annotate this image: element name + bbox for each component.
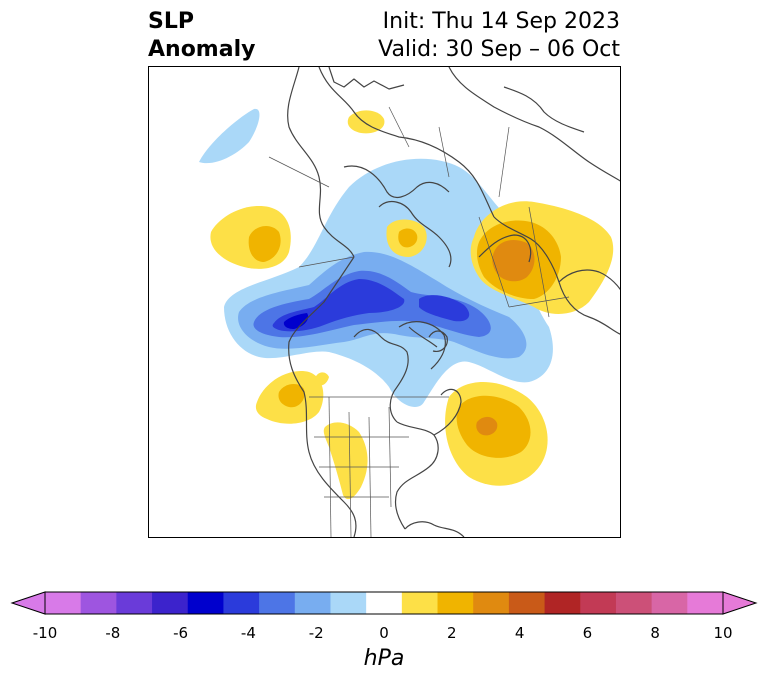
chart-title: SLP Anomaly (148, 8, 255, 64)
colorbar-segment (80, 592, 117, 614)
colorbar-segment (116, 592, 153, 614)
forecast-dates: Init: Thu 14 Sep 2023 Valid: 30 Sep – 06… (378, 8, 620, 64)
slp-anomaly-map (148, 66, 621, 538)
init-date: Init: Thu 14 Sep 2023 (382, 9, 620, 34)
anomaly-pos-pacific-2 (278, 383, 305, 408)
anomaly-pos-atlantic-3 (476, 416, 498, 436)
colorbar-tick-label: 2 (447, 624, 457, 642)
political-borders (268, 106, 570, 537)
anomaly-pos-central-us (323, 422, 368, 500)
colorbar-segment (544, 592, 581, 614)
colorbar-segment (259, 592, 296, 614)
colorbar-tick-label: 8 (650, 624, 660, 642)
anomaly-neg-4b (419, 295, 470, 322)
title-line-1: SLP (148, 9, 194, 34)
colorbar-segment (187, 592, 224, 614)
colorbar-tick-label: 0 (379, 624, 389, 642)
colorbar-unit-label: hPa (363, 646, 405, 671)
colorbar (10, 591, 758, 615)
colorbar-segment (580, 592, 617, 614)
colorbar-tick-label: -6 (173, 624, 189, 642)
colorbar-segment (437, 592, 474, 614)
colorbar-segment (45, 592, 82, 614)
anomaly-pos-scand-3 (492, 240, 535, 282)
colorbar-segment (152, 592, 189, 614)
colorbar-tick-label: 4 (514, 624, 525, 642)
colorbar-segment (473, 592, 510, 614)
colorbar-segment (294, 592, 331, 614)
colorbar-segment (223, 592, 260, 614)
anomaly-pos-west-2 (248, 225, 281, 262)
colorbar-tick-label: -8 (105, 624, 121, 642)
colorbar-segment (401, 592, 439, 614)
colorbar-tick-label: 6 (582, 624, 593, 642)
colorbar-segment (615, 592, 653, 614)
colorbar-over-arrow (722, 591, 758, 615)
anomaly-fields (199, 108, 614, 500)
colorbar-segment (366, 592, 403, 614)
colorbar-segment (508, 592, 546, 614)
colorbar-segment (687, 592, 724, 614)
title-line-2: Anomaly (148, 37, 256, 62)
map-canvas (199, 67, 620, 537)
colorbar-segment (330, 592, 367, 614)
anomaly-pos-east-1 (314, 372, 329, 386)
colorbar-tick-label: -4 (240, 624, 256, 642)
colorbar-tick-label: -10 (32, 624, 58, 642)
valid-dates: Valid: 30 Sep – 06 Oct (378, 37, 620, 62)
colorbar-tick-label: -2 (308, 624, 324, 642)
anomaly-neg-5 (283, 313, 309, 329)
colorbar-tick-label: 10 (713, 624, 733, 642)
anomaly-neg-1-nw (199, 108, 260, 164)
coastlines (287, 67, 620, 537)
colorbar-frame (44, 591, 724, 615)
colorbar-under-arrow (10, 591, 46, 615)
anomaly-pos-siberia-2 (398, 228, 418, 248)
colorbar-segment (651, 592, 688, 614)
